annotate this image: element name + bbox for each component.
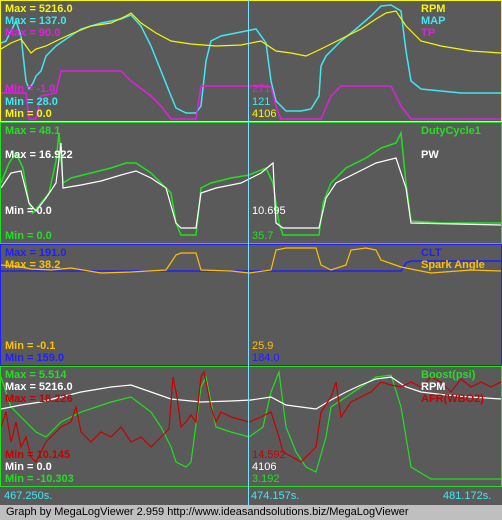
max-clt-label: Max = 191.0 [5, 247, 67, 259]
rpm-trace [1, 10, 501, 57]
max-map-label: Max = 137.0 [5, 15, 67, 27]
panel-3-traces [1, 247, 501, 274]
cursor-boost-value: 14.592 [252, 449, 286, 461]
panel-2-traces [1, 130, 501, 236]
max-boost-label: Max = 5.514 [5, 369, 67, 381]
legend-dutycycle: DutyCycle1 [421, 125, 481, 137]
legend-spark: Spark Angle [421, 259, 485, 271]
afr-trace [1, 370, 501, 464]
time-end-label: 481.172s. [443, 490, 492, 502]
cursor-duty-value: 35.7 [252, 230, 274, 242]
max-pw-label: Max = 16.922 [5, 149, 73, 161]
min-map-label: Min = 28.0 [5, 96, 58, 108]
min-rpm-label: Min = 0.0 [5, 108, 52, 120]
pw-trace [1, 142, 501, 229]
min-clt-label: Min = 159.0 [5, 352, 65, 364]
time-cursor-line[interactable] [248, 0, 249, 505]
cursor-spark-value: 25.9 [252, 340, 274, 352]
panel-clt-spark[interactable]: Max = 191.0 Max = 38.2 CLT Spark Angle M… [0, 244, 502, 366]
panel-1-traces [1, 4, 501, 120]
max-rpm-2-label: Max = 5216.0 [5, 381, 73, 393]
panel-duty-pw[interactable]: Max = 48.1 Max = 16.922 DutyCycle1 PW Mi… [0, 122, 502, 244]
max-duty-label: Max = 48.1 [5, 125, 61, 137]
legend-rpm: RPM [421, 3, 446, 15]
min-spark-label: Min = -0.1 [5, 340, 56, 352]
cursor-rpm-value: 4106 [252, 108, 277, 120]
min-afr-label: Min = 10.145 [5, 449, 71, 461]
legend-rpm-2: RPM [421, 381, 446, 393]
time-axis: 467.250s. 474.157s. 481.172s. [0, 487, 502, 505]
min-pw-label: Min = 0.0 [5, 205, 52, 217]
min-tp-label: Min = -1.0 [5, 83, 56, 95]
legend-clt: CLT [421, 247, 442, 259]
cursor-afr-value: 3.192 [252, 473, 280, 485]
legend-tp: TP [421, 27, 436, 39]
legend-pw: PW [421, 149, 439, 161]
min-rpm-2-label: Min = 0.0 [5, 461, 52, 473]
time-start-label: 467.250s. [4, 490, 53, 502]
spark-trace [1, 247, 501, 274]
cursor-rpm-2-value: 4106 [252, 461, 277, 473]
cursor-map-value: 121 [252, 96, 271, 108]
map-trace [1, 4, 501, 114]
tp-trace [1, 70, 501, 120]
max-tp-label: Max = 90.0 [5, 27, 61, 39]
panel-rpm-map-tp[interactable]: Max = 5216.0 Max = 137.0 Max = 90.0 RPM … [0, 0, 502, 122]
max-rpm-label: Max = 5216.0 [5, 3, 73, 15]
legend-map: MAP [421, 15, 446, 27]
min-duty-label: Min = 0.0 [5, 230, 52, 242]
legend-afr: AFR(WBO2) [421, 393, 484, 405]
boost-trace [1, 369, 501, 480]
panel-boost-rpm-afr[interactable]: Max = 5.514 Max = 5216.0 Max = 18.226 Bo… [0, 366, 502, 487]
max-afr-label: Max = 18.226 [5, 393, 73, 405]
legend-boost: Boost(psi) [421, 369, 476, 381]
footer-credit: Graph by MegaLogViewer 2.959 http://www.… [6, 506, 409, 518]
panel-4-traces [1, 369, 501, 480]
min-boost-label: Min = -10.303 [5, 473, 74, 485]
max-spark-label: Max = 38.2 [5, 259, 61, 271]
cursor-pw-value: 10.695 [252, 205, 286, 217]
time-cursor-label: 474.157s. [251, 490, 300, 502]
footer-bar: Graph by MegaLogViewer 2.959 http://www.… [0, 505, 502, 520]
cursor-clt-value: 184.0 [252, 352, 280, 364]
cursor-tp-value: 271 [252, 83, 271, 95]
